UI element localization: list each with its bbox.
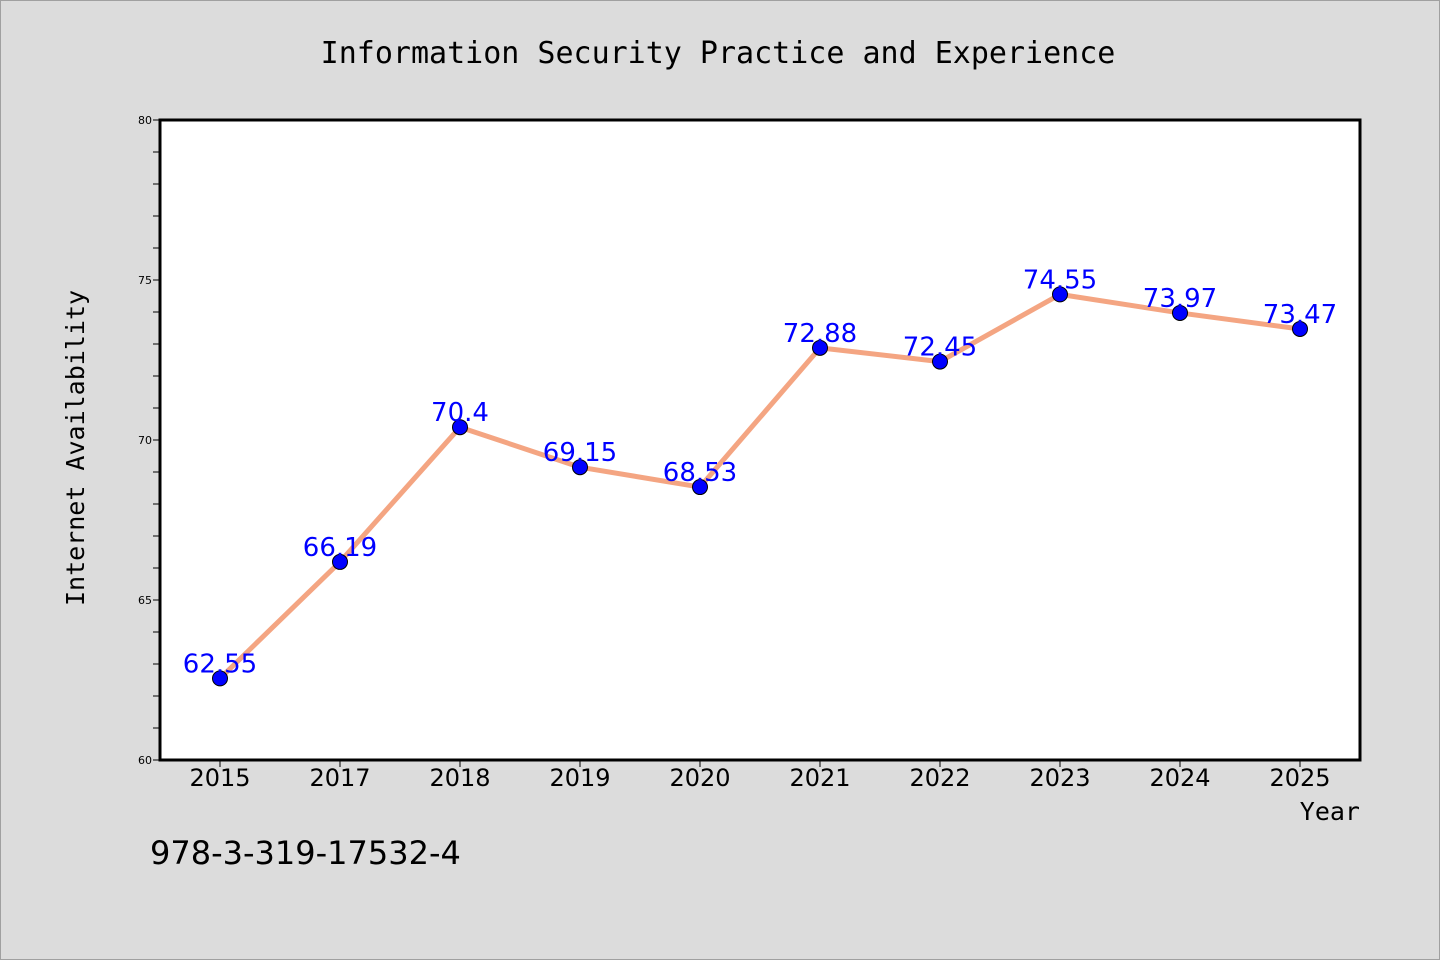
- x-tick-label: 2024: [1149, 764, 1210, 792]
- y-tick-label: 75: [138, 274, 152, 287]
- data-label: 68.53: [663, 458, 737, 488]
- isbn-annotation: 978-3-319-17532-4: [150, 834, 461, 872]
- data-point: [1172, 304, 1188, 321]
- data-label: 72.45: [903, 333, 977, 363]
- data-label: 73.97: [1143, 284, 1217, 314]
- plot-frame: [158, 118, 1362, 762]
- data-label: 69.15: [543, 438, 617, 468]
- data-labels-layer: 62.55 66.19 70.4 69.15 68.53 72.88 72.45 74.55 7…: [183, 265, 1337, 679]
- x-tick-label: 2020: [669, 764, 730, 792]
- data-label: 62.55: [183, 649, 257, 679]
- axis-ticks: 60 65 70 75 80 2015 2017 2018 2019 2020 2021 2022 20…: [138, 114, 1331, 792]
- data-point: [932, 353, 948, 370]
- markers-layer: [212, 286, 1308, 687]
- y-axis-label: Internet Availability: [61, 290, 90, 606]
- x-tick-label: 2018: [429, 764, 490, 792]
- x-tick-label: 2022: [909, 764, 970, 792]
- data-label: 72.88: [783, 319, 857, 349]
- chart-title: Information Security Practice and Experi…: [321, 36, 1116, 71]
- x-tick-label: 2019: [549, 764, 610, 792]
- series-line-layer: [218, 291, 1301, 681]
- x-tick-label: 2023: [1029, 764, 1090, 792]
- x-axis-label: Year: [1300, 797, 1360, 826]
- x-tick-label: 2015: [189, 764, 250, 792]
- y-tick-label: 80: [138, 114, 152, 127]
- x-tick-label: 2025: [1269, 764, 1330, 792]
- data-point: [812, 339, 828, 356]
- data-point: [572, 459, 588, 476]
- series-line: [218, 291, 1301, 681]
- data-point: [332, 553, 348, 570]
- y-tick-label: 65: [138, 594, 152, 607]
- y-tick-label: 70: [138, 434, 152, 447]
- x-tick-label: 2021: [789, 764, 850, 792]
- data-point: [692, 479, 708, 496]
- data-point: [1292, 320, 1308, 337]
- y-tick-label: 60: [138, 754, 152, 767]
- data-point: [212, 670, 228, 687]
- data-point: [452, 419, 468, 436]
- plot-area: [160, 120, 1360, 760]
- data-label: 66.19: [303, 533, 377, 563]
- data-label: 70.4: [431, 398, 489, 428]
- data-label: 74.55: [1023, 265, 1097, 295]
- x-tick-label: 2017: [309, 764, 370, 792]
- data-point: [1052, 286, 1068, 303]
- data-label: 73.47: [1263, 300, 1337, 330]
